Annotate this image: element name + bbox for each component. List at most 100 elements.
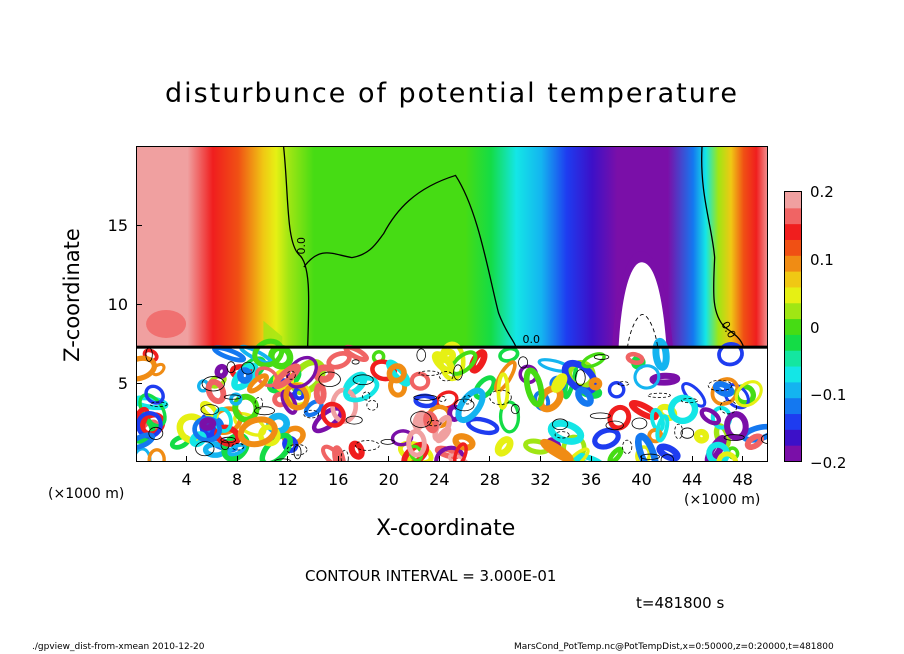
- lower-patch: [144, 384, 165, 405]
- lower-contour: [617, 381, 630, 387]
- lower-patch: [313, 382, 327, 405]
- x-tick-label: 28: [479, 470, 501, 489]
- lower-contour: [286, 370, 296, 380]
- lower-patch: [326, 350, 352, 370]
- lower-patch: [199, 417, 217, 431]
- chart-title: disturbunce of potential temperature: [165, 78, 739, 109]
- lower-patch: [409, 371, 431, 391]
- time-label: t=481800 s: [636, 594, 725, 612]
- lower-patch: [551, 373, 568, 393]
- lower-contour: [413, 394, 438, 401]
- lower-patch: [237, 416, 278, 448]
- colorbar-swatches: [785, 192, 801, 462]
- x-tick-mark: [186, 456, 188, 462]
- colorbar-swatch: [785, 334, 801, 351]
- lower-patch: [466, 416, 500, 436]
- lower-patch: [332, 445, 347, 461]
- lower-contour: [518, 356, 529, 369]
- lower-patch: [724, 411, 749, 441]
- contour-label: 0.0: [523, 333, 541, 346]
- lower-patch: [649, 372, 681, 386]
- colorbar-swatch: [785, 397, 801, 415]
- lower-contour: [416, 348, 426, 362]
- lower-contour: [707, 379, 733, 392]
- lower-contour: [200, 404, 220, 416]
- lower-contour: [760, 434, 767, 444]
- lower-patch: [438, 341, 466, 382]
- lower-patch: [540, 438, 574, 461]
- y-tick-mark: [136, 303, 142, 305]
- lower-patch: [744, 433, 764, 451]
- colorbar-swatch: [785, 318, 801, 335]
- x-tick-mark: [236, 456, 238, 462]
- lower-patch: [647, 428, 664, 444]
- x-tick-mark: [742, 456, 744, 462]
- lower-patch: [137, 355, 158, 382]
- footer-script-name: ./gpview_dist-from-xmean 2010-12-20: [32, 642, 205, 652]
- lower-patch: [699, 407, 722, 426]
- lower-contour: [223, 394, 242, 400]
- colorbar-tick-label: 0.1: [810, 250, 834, 269]
- x-unit-label-right: (×1000 m): [684, 492, 761, 508]
- lower-patch: [452, 442, 468, 461]
- x-tick-label: 40: [631, 470, 652, 489]
- lower-contour: [195, 441, 215, 457]
- y-tick-mark: [136, 224, 142, 226]
- lower-patch: [498, 346, 520, 363]
- x-tick-label: 24: [429, 470, 450, 489]
- lower-contour: [352, 374, 374, 386]
- lower-contour: [148, 426, 164, 440]
- plot-area: 0.0 0.0 0.0: [136, 146, 768, 462]
- lower-contour: [254, 406, 275, 416]
- lower-patch: [496, 372, 510, 410]
- lower-patch: [205, 378, 227, 405]
- lower-patch: [455, 387, 486, 424]
- x-tick-mark: [337, 456, 339, 462]
- lower-contour: [647, 392, 671, 398]
- colorbar-swatch: [785, 192, 801, 209]
- lower-patch: [151, 362, 166, 377]
- lower-patch: [214, 363, 229, 379]
- lower-contour: [241, 361, 255, 375]
- x-unit-label-left: (×1000 m): [48, 486, 125, 502]
- colorbar-swatch: [785, 366, 801, 383]
- contour-interval-label: CONTOUR INTERVAL = 3.000E-01: [305, 567, 557, 585]
- lower-contour: [427, 420, 442, 427]
- x-tick-label: 32: [530, 470, 551, 489]
- footer-data-source: MarsCond_PotTemp.nc@PotTempDist,x=0:5000…: [514, 642, 834, 652]
- x-tick-label: 16: [328, 470, 349, 489]
- lower-patch: [655, 414, 670, 443]
- lower-patch: [494, 436, 514, 457]
- lower-contour: [226, 361, 236, 374]
- lower-patch: [247, 373, 269, 394]
- lower-contour: [723, 434, 745, 441]
- x-tick-mark: [438, 456, 440, 462]
- lower-patch: [716, 451, 739, 461]
- lower-contour: [640, 453, 660, 460]
- lower-contour: [680, 427, 695, 439]
- x-tick-label: 20: [378, 470, 399, 489]
- contour-lines: [145, 147, 767, 461]
- x-tick-label: 48: [732, 470, 753, 489]
- y-tick-label: 10: [107, 295, 128, 314]
- lower-patch: [431, 351, 455, 375]
- lower-patch: [581, 352, 606, 369]
- x-tick-label: 8: [232, 470, 243, 489]
- lower-patch: [434, 445, 466, 461]
- lower-patch: [348, 440, 365, 460]
- colorbar-tick-label: −0.2: [810, 454, 847, 472]
- x-tick-label: 12: [277, 470, 298, 489]
- lower-contour: [554, 431, 570, 439]
- colorbar-tick-label: 0.2: [810, 183, 834, 201]
- y-tick-label: 5: [117, 374, 128, 393]
- lower-patch: [147, 448, 166, 461]
- lower-patch: [523, 367, 545, 408]
- lower-patch: [473, 375, 497, 400]
- lower-contour: [318, 371, 341, 388]
- x-tick-mark: [691, 456, 693, 462]
- lower-contour: [453, 364, 463, 381]
- lower-patch: [635, 445, 652, 461]
- lower-contour: [351, 359, 360, 365]
- lower-patch: [656, 443, 681, 461]
- colorbar-swatch: [785, 350, 801, 367]
